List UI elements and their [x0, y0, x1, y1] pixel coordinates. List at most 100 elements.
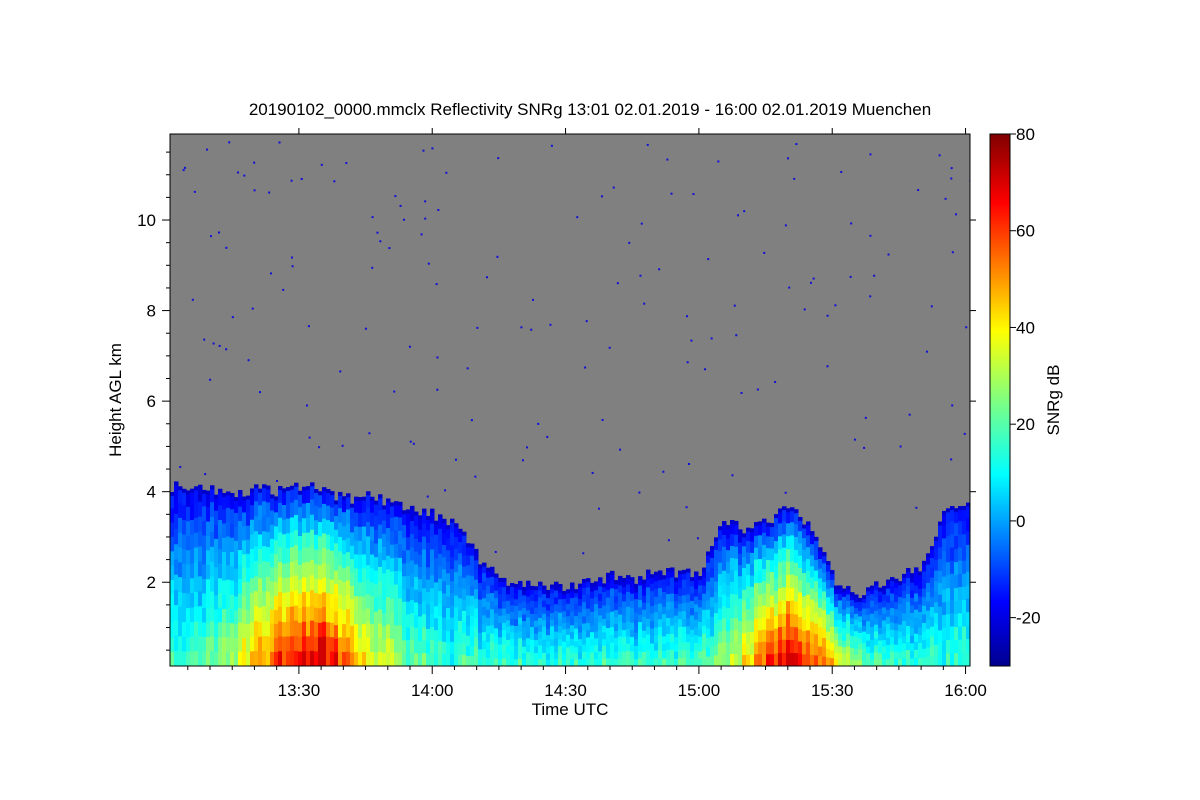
echo-edge — [546, 589, 551, 594]
echo-cell — [710, 626, 715, 638]
echo-cell — [618, 629, 623, 638]
echo-cell — [402, 525, 407, 539]
echo-cell — [242, 624, 247, 639]
echo-cell — [870, 620, 875, 628]
echo-cell — [534, 614, 539, 622]
echo-cell — [454, 654, 459, 666]
echo-cell — [686, 634, 691, 643]
echo-cell — [798, 616, 803, 630]
echo-cell — [178, 547, 183, 563]
colorbar-tick-label: -20 — [1016, 609, 1041, 628]
echo-cell — [662, 584, 667, 593]
echo-cell — [946, 575, 951, 589]
echo-cell — [602, 592, 607, 600]
echo-cell — [302, 533, 307, 549]
echo-cell — [818, 568, 823, 579]
echo-cell — [858, 649, 863, 656]
echo-cell — [278, 577, 283, 593]
echo-cell — [530, 620, 535, 628]
echo-cell — [718, 574, 723, 587]
echo-cell — [802, 654, 807, 666]
echo-cell — [306, 502, 311, 519]
echo-cell — [958, 508, 963, 522]
echo-cell — [402, 512, 407, 526]
echo-cell — [654, 650, 659, 659]
echo-cell — [406, 524, 411, 538]
echo-cell — [174, 589, 179, 606]
echo-cell — [490, 617, 495, 626]
echo-cell — [250, 607, 255, 623]
echo-edge — [266, 485, 271, 490]
echo-cell — [298, 564, 303, 580]
echo-cell — [894, 623, 899, 631]
echo-cell — [786, 588, 791, 602]
echo-cell — [922, 571, 927, 581]
echo-cell — [918, 642, 923, 652]
echo-cell — [254, 486, 259, 502]
echo-cell — [842, 653, 847, 661]
echo-edge — [318, 491, 323, 496]
echo-cell — [186, 506, 191, 522]
echo-cell — [666, 618, 671, 627]
echo-cell — [234, 554, 239, 570]
echo-cell — [930, 548, 935, 559]
echo-cell — [666, 578, 671, 587]
echo-cell — [454, 525, 459, 538]
echo-cell — [830, 658, 835, 666]
echo-cell — [614, 638, 619, 646]
echo-cell — [878, 634, 883, 642]
echo-cell — [186, 492, 191, 508]
echo-cell — [810, 555, 815, 567]
echo-cell — [714, 592, 719, 604]
echo-cell — [926, 610, 931, 621]
echo-cell — [694, 627, 699, 636]
echo-cell — [598, 579, 603, 588]
echo-cell — [558, 659, 563, 666]
echo-cell — [534, 659, 539, 666]
noise-pixel — [737, 214, 740, 217]
echo-cell — [270, 623, 275, 639]
echo-cell — [246, 595, 251, 611]
echo-cell — [646, 587, 651, 596]
echo-cell — [578, 625, 583, 634]
echo-edge — [326, 489, 331, 494]
noise-pixel — [887, 253, 890, 256]
echo-cell — [462, 643, 467, 656]
echo-cell — [394, 584, 399, 599]
echo-cell — [394, 598, 399, 613]
echo-edge — [482, 562, 487, 567]
echo-cell — [294, 635, 299, 652]
echo-cell — [458, 542, 463, 554]
echo-cell — [902, 628, 907, 637]
echo-cell — [310, 635, 315, 652]
echo-cell — [482, 657, 487, 666]
noise-pixel — [494, 550, 497, 553]
echo-cell — [430, 575, 435, 589]
echo-cell — [238, 636, 243, 652]
echo-cell — [402, 601, 407, 616]
echo-cell — [282, 578, 287, 594]
echo-edge — [734, 520, 739, 525]
echo-cell — [918, 611, 923, 621]
echo-cell — [670, 609, 675, 619]
echo-cell — [770, 525, 775, 538]
echo-cell — [378, 623, 383, 639]
echo-cell — [370, 498, 375, 514]
noise-pixel — [237, 171, 240, 174]
echo-cell — [670, 593, 675, 603]
echo-cell — [666, 658, 671, 666]
echo-cell — [754, 595, 759, 608]
echo-cell — [826, 571, 831, 581]
echo-cell — [342, 624, 347, 639]
echo-cell — [686, 618, 691, 627]
echo-cell — [918, 619, 923, 628]
echo-cell — [522, 633, 527, 641]
echo-cell — [410, 639, 415, 654]
noise-pixel — [576, 216, 579, 219]
echo-cell — [246, 651, 251, 666]
noise-pixel — [300, 177, 303, 180]
echo-cell — [202, 535, 207, 551]
echo-cell — [502, 608, 507, 617]
echo-cell — [222, 637, 227, 653]
echo-cell — [918, 627, 923, 636]
